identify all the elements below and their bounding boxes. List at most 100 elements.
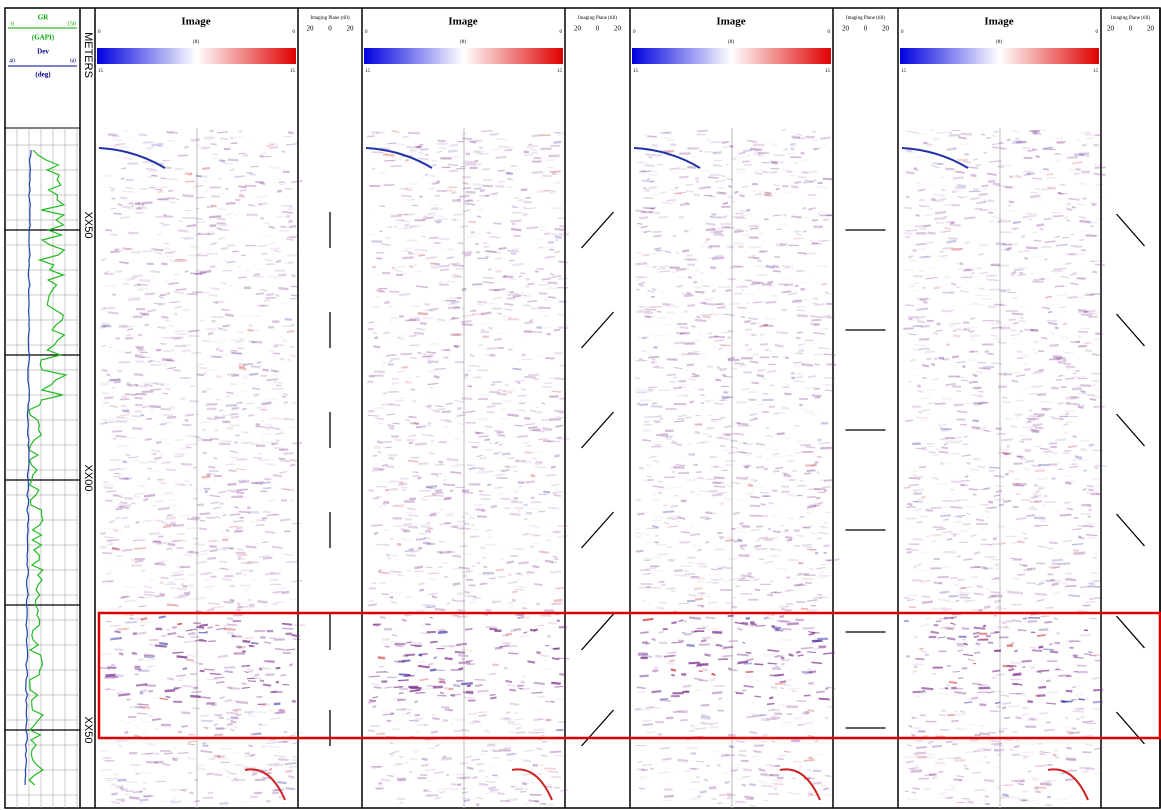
texture-stroke (423, 218, 434, 219)
texture-stroke (187, 551, 194, 552)
texture-stroke (642, 642, 648, 643)
texture-stroke (935, 763, 945, 764)
texture-stroke (795, 441, 807, 442)
texture-stroke (485, 256, 489, 257)
texture-stroke (513, 273, 517, 274)
texture-stroke (1016, 741, 1019, 742)
texture-stroke (653, 673, 657, 674)
texture-stroke (147, 744, 155, 745)
texture-stroke (747, 141, 757, 142)
texture-stroke (703, 626, 709, 627)
texture-stroke (246, 546, 257, 547)
texture-stroke (109, 563, 114, 564)
texture-stroke (701, 718, 711, 719)
texture-stroke (640, 156, 643, 157)
texture-stroke (166, 548, 172, 549)
texture-stroke (1008, 205, 1012, 206)
texture-stroke (176, 675, 185, 676)
texture-stroke (661, 585, 666, 586)
depth-label: XX00 (82, 465, 94, 492)
texture-stroke (400, 482, 404, 483)
texture-stroke (756, 768, 762, 769)
texture-stroke (211, 356, 222, 357)
texture-stroke (698, 333, 701, 334)
texture-stroke (242, 665, 251, 666)
texture-stroke (763, 655, 773, 656)
texture-stroke (487, 484, 491, 485)
texture-stroke (425, 154, 429, 155)
texture-stroke (103, 175, 111, 176)
texture-stroke (466, 571, 473, 572)
texture-stroke (812, 303, 817, 304)
texture-stroke (781, 688, 784, 689)
texture-stroke (698, 581, 705, 582)
texture-stroke (652, 403, 657, 404)
texture-stroke (732, 423, 737, 424)
texture-stroke (906, 656, 909, 657)
texture-stroke (391, 216, 402, 217)
texture-stroke (554, 559, 558, 560)
texture-stroke (717, 765, 721, 766)
texture-stroke (806, 512, 812, 513)
texture-stroke (639, 170, 646, 171)
texture-stroke (412, 400, 416, 401)
texture-stroke (507, 799, 518, 800)
texture-stroke (490, 766, 495, 767)
texture-stroke (479, 147, 483, 148)
texture-stroke (172, 652, 183, 653)
texture-stroke (1094, 167, 1105, 168)
texture-stroke (150, 409, 154, 410)
texture-stroke (218, 491, 226, 492)
texture-stroke (427, 352, 436, 353)
texture-stroke (411, 507, 417, 508)
texture-stroke (204, 669, 215, 670)
texture-stroke (122, 550, 132, 551)
texture-stroke (764, 619, 767, 620)
texture-stroke (825, 378, 836, 379)
texture-stroke (651, 297, 655, 298)
texture-stroke (143, 363, 149, 364)
texture-stroke (216, 517, 220, 518)
texture-stroke (168, 633, 177, 634)
texture-stroke (485, 776, 488, 777)
depth-unit: METERS (82, 32, 94, 78)
texture-stroke (227, 724, 233, 725)
texture-stroke (809, 240, 815, 241)
texture-stroke (971, 698, 978, 699)
texture-stroke (720, 417, 726, 418)
texture-stroke (435, 464, 445, 465)
texture-stroke (644, 190, 649, 191)
texture-stroke (438, 375, 442, 376)
texture-stroke (201, 550, 209, 551)
texture-stroke (720, 538, 723, 539)
texture-stroke (217, 218, 225, 219)
texture-stroke (517, 436, 527, 437)
texture-stroke (643, 619, 654, 620)
texture-stroke (1067, 508, 1074, 509)
texture-stroke (770, 515, 776, 516)
texture-stroke (416, 524, 424, 525)
texture-stroke (807, 610, 818, 611)
texture-stroke (1038, 478, 1048, 479)
texture-stroke (207, 773, 213, 774)
texture-stroke (797, 302, 802, 303)
texture-stroke (718, 568, 723, 569)
texture-stroke (723, 450, 733, 451)
texture-stroke (801, 289, 805, 290)
texture-stroke (803, 526, 813, 527)
texture-stroke (751, 756, 758, 757)
texture-stroke (277, 712, 286, 713)
texture-stroke (165, 753, 170, 754)
texture-stroke (390, 539, 393, 540)
texture-stroke (530, 698, 535, 699)
texture-stroke (553, 556, 558, 557)
texture-stroke (184, 480, 190, 481)
texture-stroke (753, 354, 759, 355)
texture-stroke (251, 643, 258, 644)
texture-stroke (660, 699, 668, 700)
texture-stroke (389, 361, 392, 362)
texture-stroke (432, 183, 439, 184)
scale-right: 0 (560, 30, 563, 35)
texture-stroke (922, 410, 930, 411)
texture-stroke (555, 686, 564, 687)
